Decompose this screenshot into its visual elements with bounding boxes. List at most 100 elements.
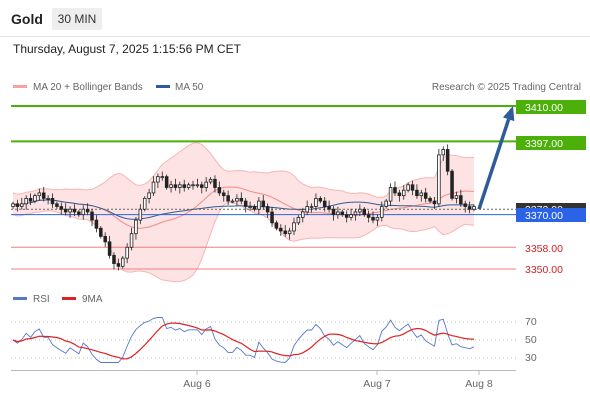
candle (450, 169, 454, 201)
candle (134, 216, 138, 240)
candle (261, 195, 266, 210)
candle (81, 205, 86, 220)
candle (419, 189, 424, 202)
candle (322, 197, 327, 212)
candle (287, 227, 292, 240)
candle (178, 181, 182, 194)
candle (318, 196, 323, 204)
candle (432, 197, 437, 209)
candle (441, 146, 446, 161)
candle (11, 201, 15, 209)
candle (243, 197, 248, 213)
candle (221, 189, 226, 202)
candle (68, 206, 72, 218)
candle (99, 226, 103, 239)
candle (50, 193, 55, 208)
bollinger-upper (12, 142, 475, 198)
candle (121, 255, 125, 269)
candle (63, 203, 68, 216)
legend-ma50-label: MA 50 (175, 82, 204, 93)
candle (384, 198, 388, 209)
candle (401, 185, 406, 200)
candle (314, 193, 318, 211)
projection-arrow-head (502, 106, 515, 122)
candle (340, 209, 345, 217)
x-label-aug7: Aug 7 (363, 378, 391, 390)
candle (142, 196, 147, 212)
candle (138, 204, 143, 225)
legend-ma20-label: MA 20 + Bollinger Bands (33, 82, 143, 93)
candle (90, 208, 94, 227)
candle (380, 201, 384, 222)
candle (28, 193, 33, 206)
candle (239, 192, 244, 205)
candle (191, 180, 195, 190)
rsi-axis-50: 50 (525, 334, 537, 346)
candle (274, 220, 279, 231)
candle (296, 215, 301, 225)
candle (103, 232, 107, 247)
legend-rsi-label: RSI (33, 294, 50, 305)
candle (252, 204, 257, 212)
chart-datetime: Thursday, August 7, 2025 1:15:56 PM CET (13, 42, 241, 56)
legend-9ma-swatch (62, 297, 76, 300)
candle (116, 258, 121, 271)
candle (24, 195, 28, 210)
candle (213, 175, 217, 193)
candle (125, 243, 129, 264)
candle (46, 195, 50, 205)
candle (292, 217, 296, 236)
candle (156, 173, 160, 189)
legend-9ma-label: 9MA (82, 294, 103, 305)
candle (200, 181, 204, 194)
candle (366, 210, 371, 223)
candle (428, 196, 432, 204)
legend-ma50-swatch (156, 85, 170, 88)
candle (301, 207, 305, 223)
candle (393, 181, 397, 197)
candle (230, 198, 235, 204)
candle (454, 191, 459, 204)
candle (107, 235, 112, 259)
support-label-1: 3358.00 (525, 243, 563, 255)
candle (375, 214, 380, 227)
candle (72, 204, 77, 217)
candle (459, 189, 463, 207)
candle (129, 227, 134, 251)
x-label-aug8: Aug 8 (465, 378, 493, 390)
candle (353, 208, 358, 221)
candle (472, 204, 476, 212)
candle (195, 178, 200, 188)
rsi-9ma-line (12, 322, 475, 360)
candle (85, 203, 90, 216)
candle (309, 203, 314, 213)
candle (186, 182, 191, 190)
candle (235, 194, 239, 207)
candle (283, 224, 287, 237)
candle (410, 180, 415, 196)
candle (55, 201, 59, 209)
candle (279, 224, 283, 236)
candle (265, 203, 270, 218)
timeframe-button[interactable]: 30 MIN (52, 8, 102, 30)
candle (331, 206, 336, 221)
candle (182, 179, 186, 192)
bollinger-lower (12, 201, 475, 283)
research-credit: Research © 2025 Trading Central (432, 82, 581, 93)
candle (41, 186, 46, 202)
rsi-lines (12, 317, 475, 363)
rsi-axis-30: 30 (525, 352, 537, 364)
candle (423, 187, 428, 203)
candle (406, 182, 410, 193)
candle (173, 178, 178, 191)
candlesticks (11, 144, 476, 271)
candle (20, 197, 24, 210)
candle (327, 200, 331, 213)
candle (217, 181, 222, 197)
candle (445, 144, 450, 176)
candle (77, 209, 81, 217)
candle (305, 200, 309, 216)
candle (160, 171, 165, 181)
instrument-title: Gold (11, 11, 43, 27)
rsi-axis-70: 70 (525, 316, 537, 328)
